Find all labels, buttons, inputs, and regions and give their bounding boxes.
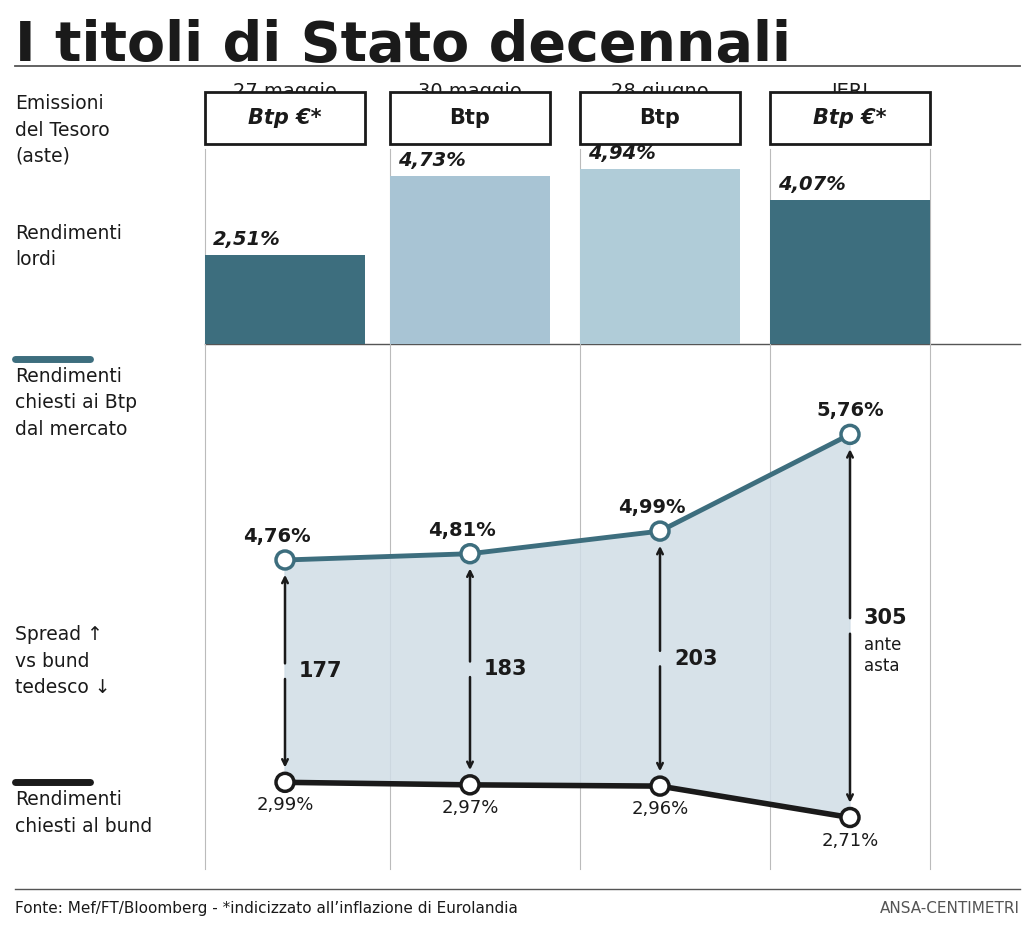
Text: 4,99%: 4,99% [618, 498, 686, 517]
Circle shape [461, 776, 479, 794]
Text: 2,99%: 2,99% [257, 797, 314, 815]
Text: 4,07%: 4,07% [778, 175, 846, 194]
Text: Btp €*: Btp €* [814, 108, 887, 128]
Text: IERI: IERI [831, 82, 868, 101]
Text: 2,71%: 2,71% [822, 832, 879, 850]
Bar [580, 169, 740, 344]
Circle shape [651, 777, 669, 795]
Text: Btp: Btp [449, 108, 491, 128]
Text: 30 maggio: 30 maggio [418, 82, 522, 101]
Text: Rendimenti
chiesti al bund: Rendimenti chiesti al bund [14, 790, 152, 835]
Bar [390, 92, 550, 144]
Text: 28 giugno: 28 giugno [611, 82, 709, 101]
Text: 4,76%: 4,76% [243, 527, 310, 546]
Text: Fonte: Mef/FT/Bloomberg - *indicizzato all’inflazione di Eurolandia: Fonte: Mef/FT/Bloomberg - *indicizzato a… [14, 901, 518, 916]
Text: 305: 305 [864, 608, 908, 628]
Circle shape [276, 773, 294, 791]
Text: 4,73%: 4,73% [398, 151, 466, 170]
Text: 2,97%: 2,97% [441, 799, 499, 817]
Text: I titoli di Stato decennali: I titoli di Stato decennali [14, 19, 791, 73]
Text: Rendimenti
chiesti ai Btp
dal mercato: Rendimenti chiesti ai Btp dal mercato [14, 367, 137, 439]
Bar [770, 92, 930, 144]
Bar [390, 177, 550, 344]
Text: 5,76%: 5,76% [817, 401, 884, 420]
Circle shape [841, 426, 859, 444]
Text: Spread ↑
vs bund
tedesco ↓: Spread ↑ vs bund tedesco ↓ [14, 625, 111, 698]
Text: 2,96%: 2,96% [631, 801, 688, 818]
Text: ante
asta: ante asta [864, 636, 901, 675]
Text: Btp €*: Btp €* [248, 108, 322, 128]
Circle shape [461, 545, 479, 563]
Text: 4,81%: 4,81% [428, 521, 496, 540]
Text: 2,51%: 2,51% [213, 230, 280, 249]
Text: Btp: Btp [640, 108, 680, 128]
Polygon shape [285, 434, 850, 818]
Circle shape [651, 522, 669, 540]
Text: Emissioni
del Tesoro
(aste): Emissioni del Tesoro (aste) [14, 94, 110, 166]
Text: 203: 203 [674, 649, 717, 668]
Bar [205, 92, 365, 144]
Text: Rendimenti
lordi: Rendimenti lordi [14, 224, 122, 269]
Circle shape [276, 551, 294, 569]
Text: 27 maggio: 27 maggio [233, 82, 337, 101]
Text: ANSA-CENTIMETRI: ANSA-CENTIMETRI [880, 901, 1021, 916]
Circle shape [841, 808, 859, 827]
Text: 183: 183 [484, 659, 528, 680]
Bar [770, 200, 930, 344]
Text: 177: 177 [299, 661, 343, 682]
Text: 4,94%: 4,94% [588, 143, 656, 163]
Bar [580, 92, 740, 144]
Bar [205, 255, 365, 344]
